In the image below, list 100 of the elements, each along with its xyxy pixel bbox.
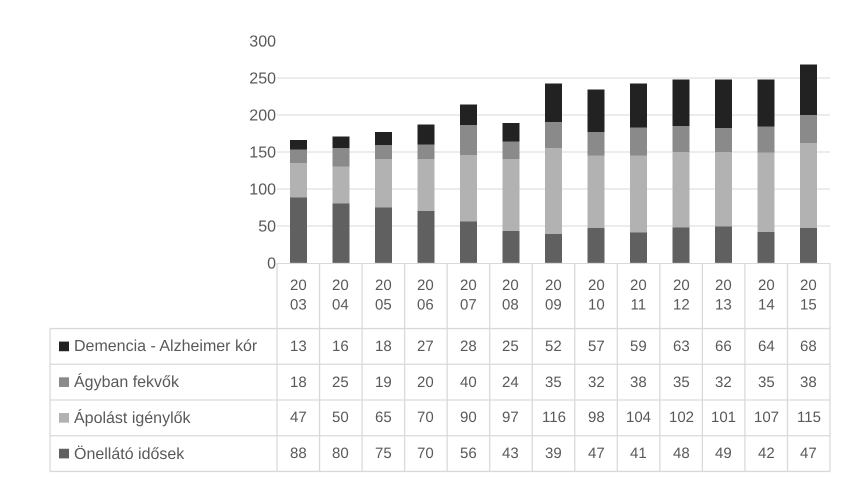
data-label: 49 [715, 445, 732, 462]
bar [672, 227, 690, 263]
data-label: 115 [797, 409, 821, 426]
y-tick-label: 0 [267, 255, 276, 272]
data-label: 57 [588, 338, 605, 355]
bar [672, 126, 690, 152]
bar [715, 79, 732, 128]
data-label: 39 [545, 445, 562, 462]
bar [544, 148, 562, 234]
bar [290, 140, 307, 150]
bar [758, 126, 775, 153]
bar [460, 221, 477, 263]
bar [417, 211, 434, 263]
data-label: 104 [626, 409, 652, 426]
data-label: 18 [290, 374, 307, 391]
data-label: 50 [332, 409, 349, 426]
x-tick-label: 2006 [417, 277, 434, 314]
data-label: 28 [460, 338, 477, 355]
data-label: 43 [502, 445, 519, 462]
data-label: 75 [375, 445, 392, 462]
bar [290, 162, 307, 198]
data-label: 41 [630, 445, 647, 462]
x-tick-label: 2010 [588, 277, 605, 314]
x-tick-label: 2003 [290, 277, 307, 314]
bar [417, 144, 434, 160]
bar [588, 90, 605, 132]
data-label: 101 [711, 409, 736, 426]
data-label: 42 [758, 445, 775, 462]
data-label: 63 [673, 338, 690, 355]
bar [588, 228, 605, 263]
bar [672, 152, 690, 228]
y-tick-label: 50 [258, 218, 276, 236]
bar [374, 207, 392, 263]
x-tick-label: 2004 [332, 277, 349, 314]
data-label: 40 [460, 374, 477, 391]
x-tick-label: 2012 [673, 277, 690, 314]
data-label: 35 [673, 374, 690, 391]
bar [630, 156, 648, 233]
bar [800, 64, 818, 115]
data-label: 65 [375, 409, 392, 426]
data-label: 32 [715, 374, 732, 391]
bar [544, 234, 562, 263]
bar [502, 159, 520, 232]
data-label: 66 [715, 338, 732, 355]
bar [758, 232, 775, 263]
bar [630, 84, 648, 128]
data-label: 68 [800, 338, 817, 355]
data-label: 98 [588, 409, 605, 426]
bar [374, 132, 392, 146]
bar [715, 152, 732, 227]
data-label: 52 [545, 338, 562, 355]
data-label: 25 [502, 338, 519, 355]
x-tick-label: 2011 [630, 277, 647, 314]
data-label: 20 [417, 374, 434, 391]
x-tick-label: 2009 [545, 277, 562, 314]
data-label: 116 [542, 409, 566, 426]
x-tick-label: 2015 [800, 277, 817, 314]
bar [544, 122, 562, 148]
bar [332, 166, 350, 204]
x-tick-label: 2005 [375, 277, 392, 314]
x-tick-label: 2014 [758, 277, 775, 314]
bar [460, 125, 477, 155]
y-tick-label: 300 [249, 33, 276, 50]
data-label: 102 [669, 409, 694, 426]
y-tick-label: 250 [249, 70, 276, 88]
bar [502, 231, 520, 263]
data-label: 19 [375, 374, 392, 391]
data-label: 27 [417, 338, 434, 355]
bar [417, 124, 434, 144]
bar [332, 204, 350, 263]
bar [460, 154, 477, 222]
bar [588, 132, 605, 156]
bar [715, 226, 732, 263]
bar [290, 150, 307, 163]
data-label: 38 [800, 374, 817, 391]
bar [758, 152, 775, 232]
x-tick-label: 2008 [502, 277, 519, 314]
bar [417, 159, 434, 212]
y-tick-label: 150 [249, 144, 276, 162]
data-label: 97 [502, 409, 519, 426]
legend-label: Ápolást igénylők [74, 409, 192, 427]
data-label: 47 [800, 445, 817, 462]
legend-label: Önellátó idősek [74, 445, 186, 463]
x-tick-label: 2007 [460, 277, 477, 314]
data-label: 13 [290, 338, 307, 355]
legend-label: Ágyban fekvők [74, 373, 180, 391]
bar [332, 148, 350, 167]
bar [630, 232, 648, 263]
bar [800, 114, 818, 143]
bar [758, 79, 775, 127]
data-label: 48 [673, 445, 690, 462]
bar [374, 145, 392, 160]
data-label: 25 [332, 374, 349, 391]
bar [800, 228, 818, 263]
data-label: 24 [502, 374, 519, 391]
bar [672, 79, 690, 126]
bar [544, 84, 562, 122]
data-label: 80 [332, 445, 349, 462]
data-label: 70 [417, 445, 434, 462]
data-label: 64 [758, 338, 775, 355]
